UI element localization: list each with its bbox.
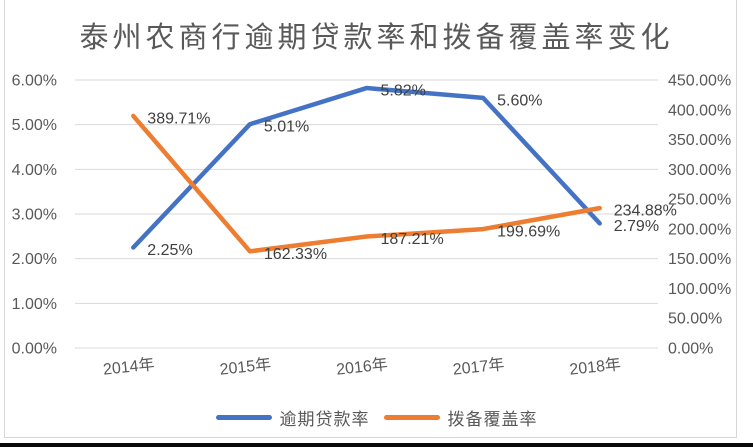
legend-label: 拨备覆盖率 — [447, 409, 538, 429]
legend-item-逾期贷款率: 逾期贷款率 — [215, 405, 370, 430]
right-axis-tick-label: 0.00% — [668, 341, 713, 358]
left-axis-tick-label: 6.00% — [12, 73, 57, 90]
left-axis-tick-label: 3.00% — [12, 207, 57, 224]
left-axis-tick-label: 5.00% — [12, 117, 57, 134]
legend-item-拨备覆盖率: 拨备覆盖率 — [383, 405, 538, 430]
left-axis-tick-label: 1.00% — [12, 296, 57, 313]
data-point-label: 234.88% — [614, 203, 677, 220]
legend-line-swatch — [215, 414, 272, 420]
data-point-label: 199.69% — [497, 224, 560, 241]
right-axis-tick-label: 250.00% — [668, 192, 731, 209]
x-axis-category-label: 2017年 — [452, 355, 505, 378]
left-axis-tick-label: 2.00% — [12, 251, 57, 268]
right-axis-tick-label: 50.00% — [668, 311, 722, 328]
right-axis-tick-label: 100.00% — [668, 281, 731, 298]
data-point-label: 5.01% — [264, 119, 309, 136]
left-axis-tick-label: 0.00% — [12, 341, 57, 358]
legend-label: 逾期贷款率 — [279, 409, 370, 429]
right-axis-tick-label: 450.00% — [668, 73, 731, 90]
data-point-label: 5.60% — [497, 92, 542, 109]
x-axis-category-label: 2016年 — [335, 355, 388, 378]
x-axis-category-label: 2014年 — [102, 355, 155, 378]
left-axis-tick-label: 4.00% — [12, 162, 57, 179]
data-point-label: 2.79% — [614, 218, 659, 235]
chart-card — [4, 0, 737, 438]
data-point-label: 162.33% — [264, 246, 327, 263]
right-axis-tick-label: 300.00% — [668, 162, 731, 179]
right-axis-tick-label: 200.00% — [668, 221, 731, 238]
series-line-拨备覆盖率 — [131, 113, 602, 254]
legend-line-swatch — [383, 414, 440, 420]
chart-legend: 逾期贷款率 拨备覆盖率 — [0, 404, 753, 430]
right-axis-tick-label: 350.00% — [668, 132, 731, 149]
data-point-label: 389.71% — [147, 110, 210, 127]
data-point-label: 187.21% — [381, 231, 444, 248]
x-axis-category-label: 2018年 — [569, 355, 622, 378]
chart-title: 泰州农商行逾期贷款率和拨备覆盖率变化 — [79, 22, 674, 54]
bottom-window-edge — [0, 443, 753, 447]
data-point-label: 2.25% — [147, 242, 192, 259]
series-line-逾期贷款率 — [131, 85, 602, 250]
right-axis-tick-label: 400.00% — [668, 102, 731, 119]
right-axis-tick-label: 150.00% — [668, 251, 731, 268]
data-point-label: 5.82% — [381, 83, 426, 100]
x-axis-category-label: 2015年 — [219, 355, 272, 378]
